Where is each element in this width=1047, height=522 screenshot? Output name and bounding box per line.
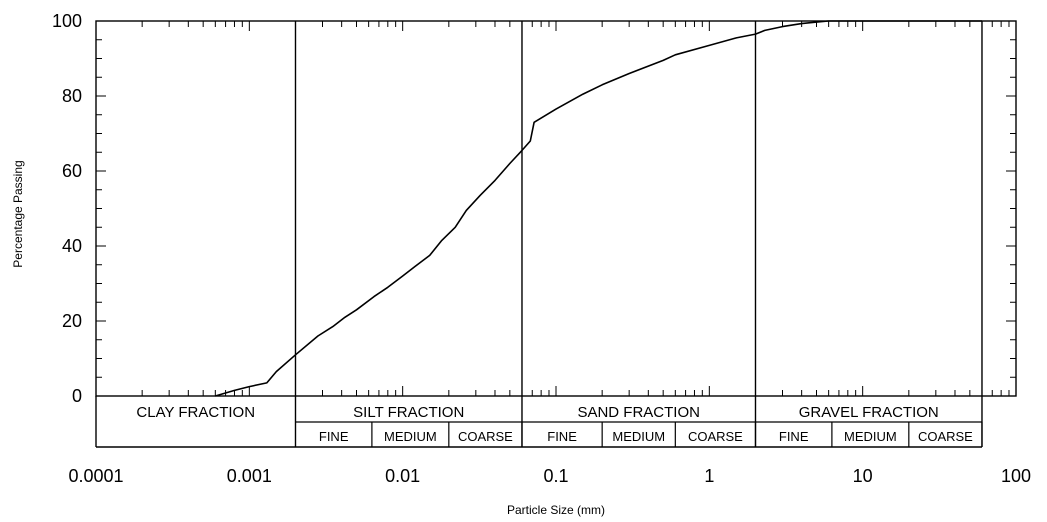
y-tick-label: 20 bbox=[62, 311, 82, 331]
fraction-boundaries bbox=[294, 21, 983, 447]
subfraction-label: COARSE bbox=[458, 429, 513, 444]
fraction-label: GRAVEL FRACTION bbox=[799, 404, 939, 421]
x-tick-label: 1 bbox=[704, 466, 714, 486]
series-layer bbox=[215, 20, 982, 397]
subfraction-label: COARSE bbox=[688, 429, 743, 444]
fraction-label: SILT FRACTION bbox=[353, 404, 464, 421]
y-tick-label: 100 bbox=[52, 11, 82, 31]
axes bbox=[95, 20, 1017, 397]
x-tick-label: 0.0001 bbox=[68, 466, 123, 486]
x-axis-title: Particle Size (mm) bbox=[507, 503, 605, 517]
y-tick-label: 0 bbox=[72, 386, 82, 406]
tick-labels: 0 20 40 60 80 100 0.0001 0.001 0.01 0.1 1 10 100 bbox=[52, 11, 1031, 486]
subfraction-label: COARSE bbox=[918, 429, 973, 444]
x-tick-label: 0.01 bbox=[385, 466, 420, 486]
subfraction-label: MEDIUM bbox=[612, 429, 665, 444]
y-tick-label: 40 bbox=[62, 236, 82, 256]
fraction-label: CLAY FRACTION bbox=[136, 404, 255, 421]
grading-curve bbox=[215, 20, 982, 397]
subfraction-label: MEDIUM bbox=[384, 429, 437, 444]
x-tick-label: 10 bbox=[853, 466, 873, 486]
subfraction-label: MEDIUM bbox=[844, 429, 897, 444]
x-tick-label: 0.1 bbox=[543, 466, 568, 486]
y-tick-label: 60 bbox=[62, 161, 82, 181]
subfraction-label: FINE bbox=[547, 429, 577, 444]
x-tick-label: 0.001 bbox=[227, 466, 272, 486]
x-tick-label: 100 bbox=[1001, 466, 1031, 486]
subfraction-label: FINE bbox=[779, 429, 809, 444]
y-axis-title: Percentage Passing bbox=[11, 160, 25, 267]
fraction-label: SAND FRACTION bbox=[577, 404, 700, 421]
plot-frame bbox=[95, 20, 1017, 397]
y-tick-label: 80 bbox=[62, 86, 82, 106]
subfraction-label: FINE bbox=[319, 429, 349, 444]
fraction-table: CLAY FRACTION SILT FRACTION SAND FRACTION G… bbox=[95, 396, 983, 448]
